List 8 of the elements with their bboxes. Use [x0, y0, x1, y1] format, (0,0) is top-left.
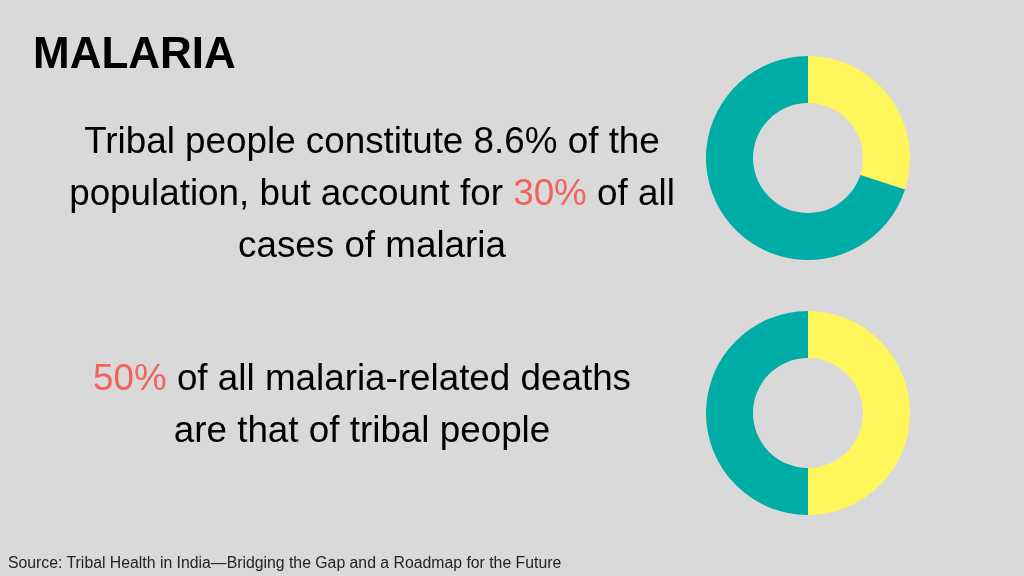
donut-slice	[706, 56, 906, 260]
text: Tribal people constitute 8.6% of the population, but account for 30% of all cases of malaria	[69, 120, 675, 265]
source-note: Source: Tribal Health in India—Bridging the Gap and a Roadmap for the Future	[8, 554, 562, 571]
text: 50% of all malaria-related deaths are that of tribal people	[92, 357, 632, 450]
text: MALARIA	[33, 28, 236, 77]
donut-slice	[706, 311, 808, 515]
donut-slice	[808, 311, 910, 515]
donut-slice	[808, 56, 910, 190]
